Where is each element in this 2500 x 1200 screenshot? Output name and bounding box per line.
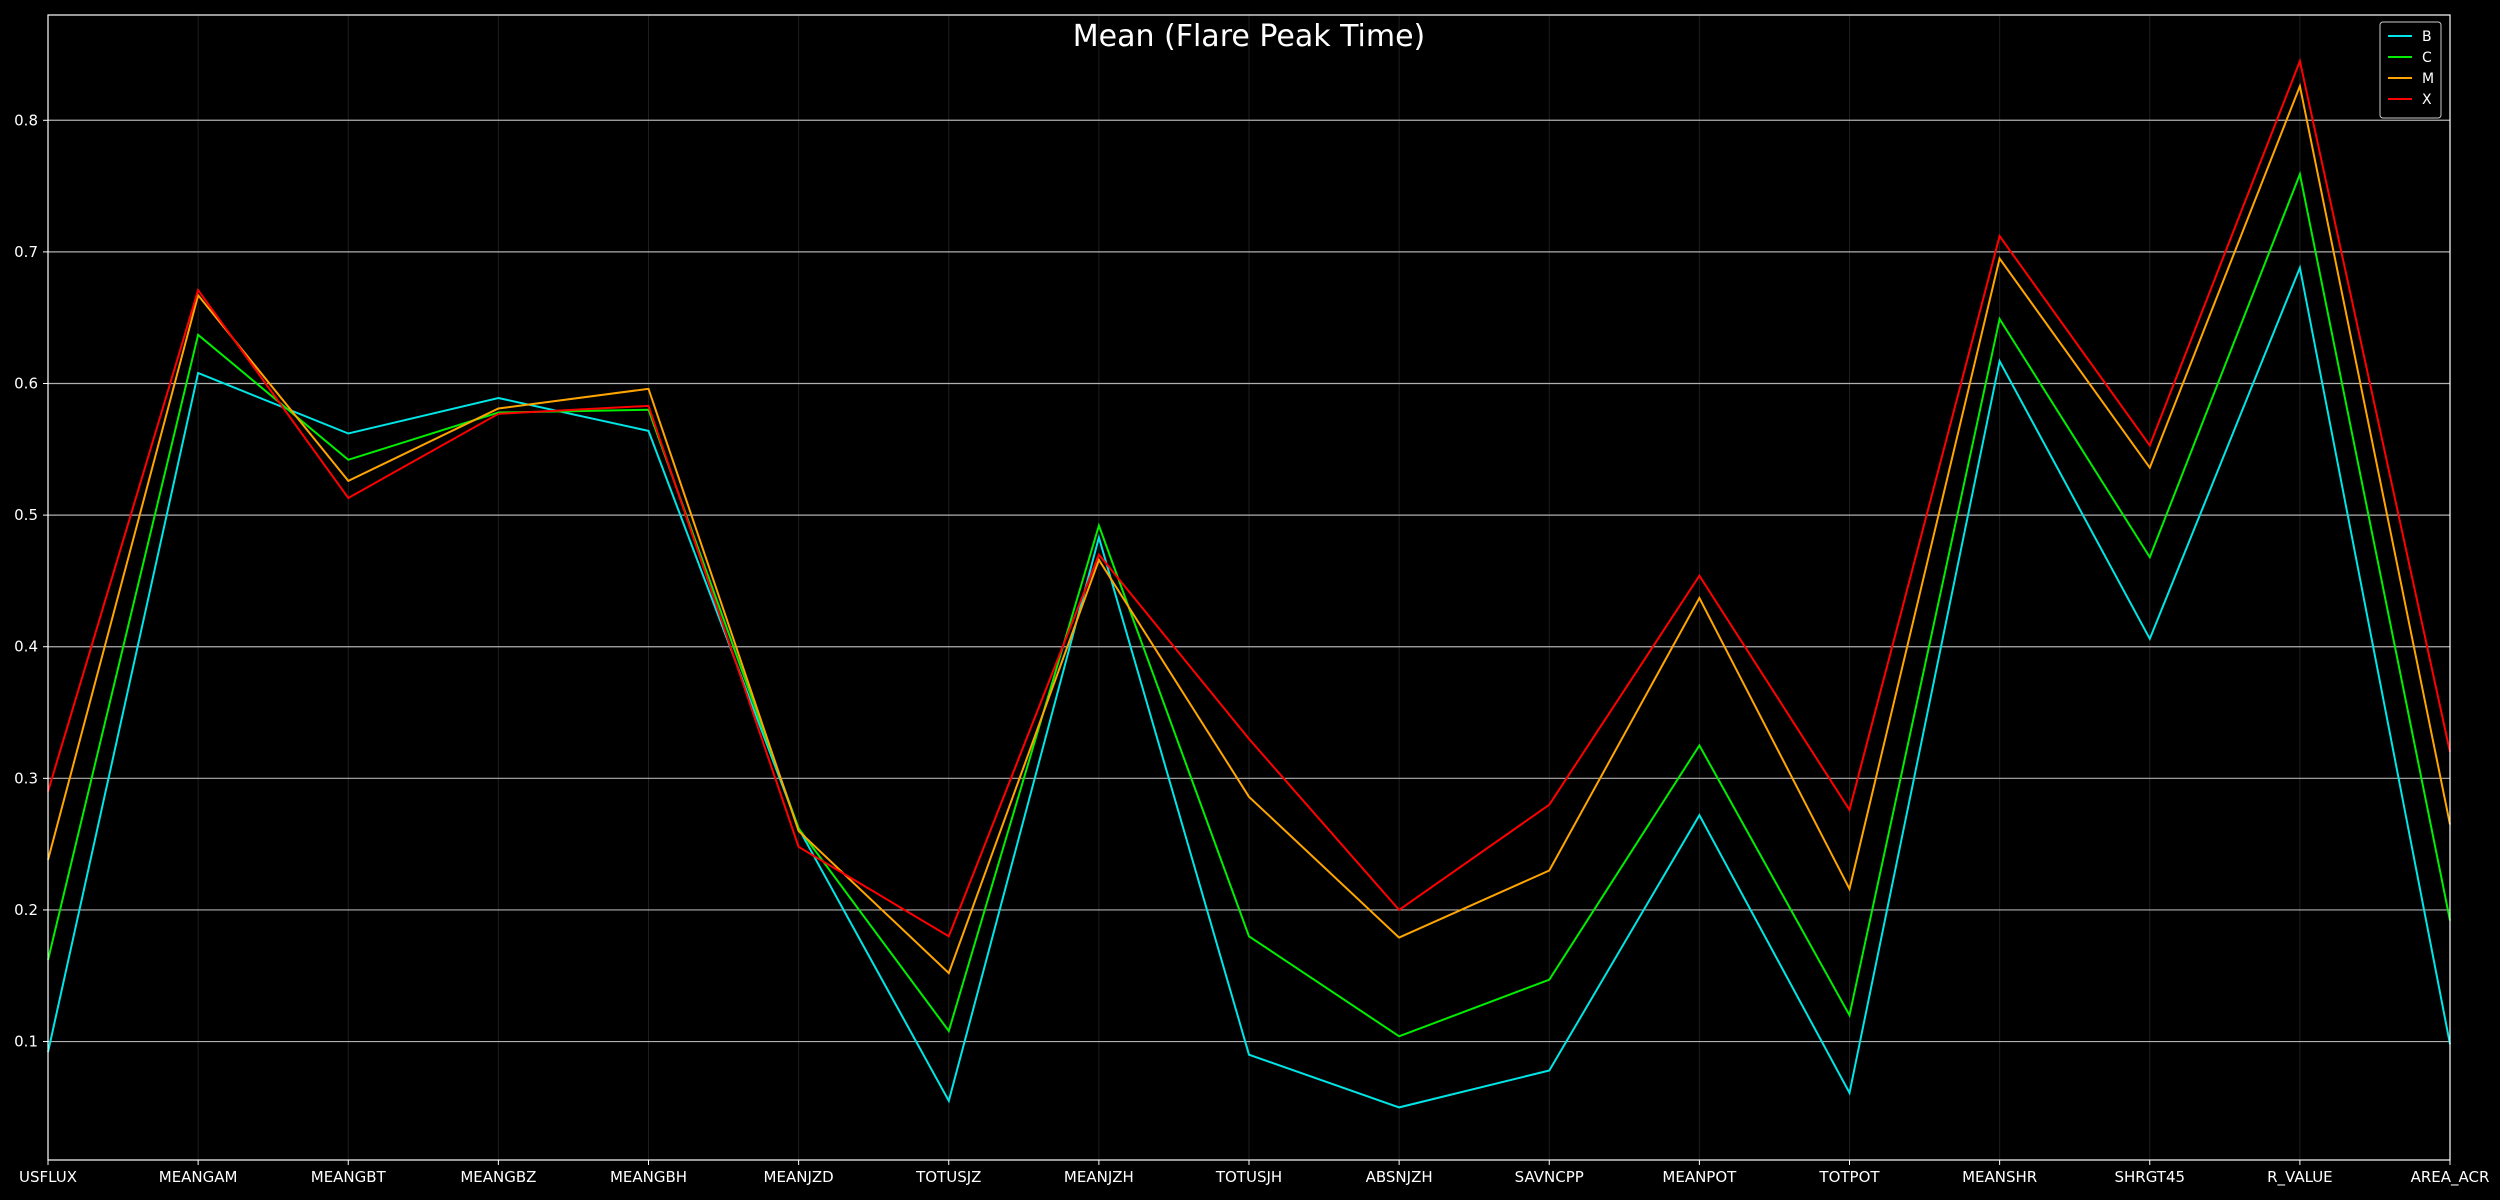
x-tick-label: MEANJZD [764,1168,834,1186]
series-layer [47,57,2451,1109]
y-tick-label: 0.6 [14,375,38,393]
x-tick-label: MEANJZH [1064,1168,1134,1186]
x-tick-label: MEANGBT [311,1168,387,1186]
series-line-C [47,170,2451,1038]
legend-box [2379,21,2442,119]
x-tick-label: MEANSHR [1962,1168,2037,1186]
x-tick-label: MEANGAM [159,1168,238,1186]
x-tick-label: AREA_ACR [2411,1168,2490,1187]
y-tick-label: 0.7 [14,243,38,261]
x-tick-label: MEANPOT [1662,1168,1737,1186]
x-tick-label: TOTUSJZ [915,1168,981,1186]
x-tick-label: TOTPOT [1818,1168,1880,1186]
series-line-X [47,57,2451,938]
x-tick-label: SAVNCPP [1515,1168,1584,1186]
legend-label-C: C [2422,50,2432,66]
y-tick-label: 0.3 [14,769,38,787]
x-tick-label: ABSNJZH [1366,1168,1433,1186]
x-tick-label: MEANGBH [610,1168,687,1186]
series-line-M [47,82,2451,975]
legend-label-X: X [2422,92,2432,108]
grid-layer [47,15,2451,1160]
y-tick-label: 0.4 [14,638,38,656]
x-tick-label: R_VALUE [2267,1168,2333,1187]
chart-title: Mean (Flare Peak Time) [1073,19,1426,54]
x-tick-label: TOTUSJH [1215,1168,1282,1186]
legend-label-M: M [2422,71,2434,87]
legend-label-B: B [2422,29,2432,45]
y-tick-label: 0.2 [14,901,38,919]
x-tick-label: SHRGT45 [2114,1168,2185,1186]
x-tick-label: USFLUX [19,1168,77,1186]
y-tick-label: 0.8 [14,111,38,129]
y-tick-label: 0.1 [14,1033,38,1051]
axis-layer: 0.1 0.2 0.3 0.4 0.5 0.6 0.7 0.8 USFLUX MEANGAM MEA… [14,111,2489,1187]
series-line-B [47,264,2451,1109]
x-tick-label: MEANGBZ [460,1168,536,1186]
y-tick-label: 0.5 [14,506,38,524]
